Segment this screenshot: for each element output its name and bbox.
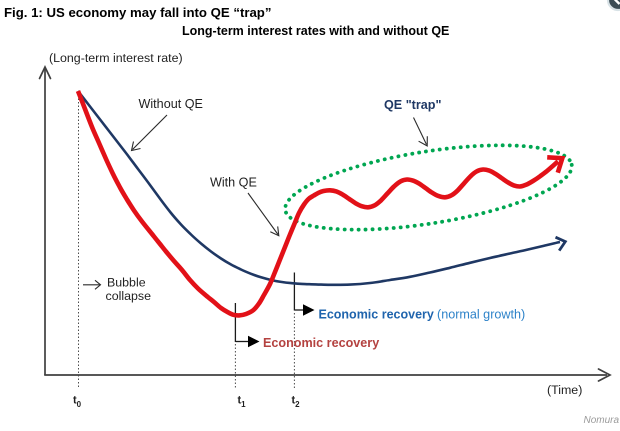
svg-text:Economic recovery: Economic recovery [263, 336, 379, 350]
svg-text:With QE: With QE [210, 176, 257, 190]
svg-text:Economic recovery: Economic recovery [319, 307, 434, 321]
svg-text:Without QE: Without QE [139, 97, 203, 111]
svg-text:(normal growth): (normal growth) [437, 307, 525, 321]
svg-text:(Long-term interest rate): (Long-term interest rate) [49, 51, 183, 65]
svg-text:QE "trap": QE "trap" [384, 98, 441, 112]
svg-text:t2: t2 [292, 395, 301, 410]
svg-text:Bubble: Bubble [107, 275, 146, 289]
svg-text:Nomura: Nomura [584, 415, 620, 426]
svg-text:collapse: collapse [106, 289, 152, 303]
svg-text:(Time): (Time) [547, 383, 582, 397]
svg-text:t0: t0 [73, 395, 82, 410]
svg-text:t1: t1 [238, 395, 247, 410]
